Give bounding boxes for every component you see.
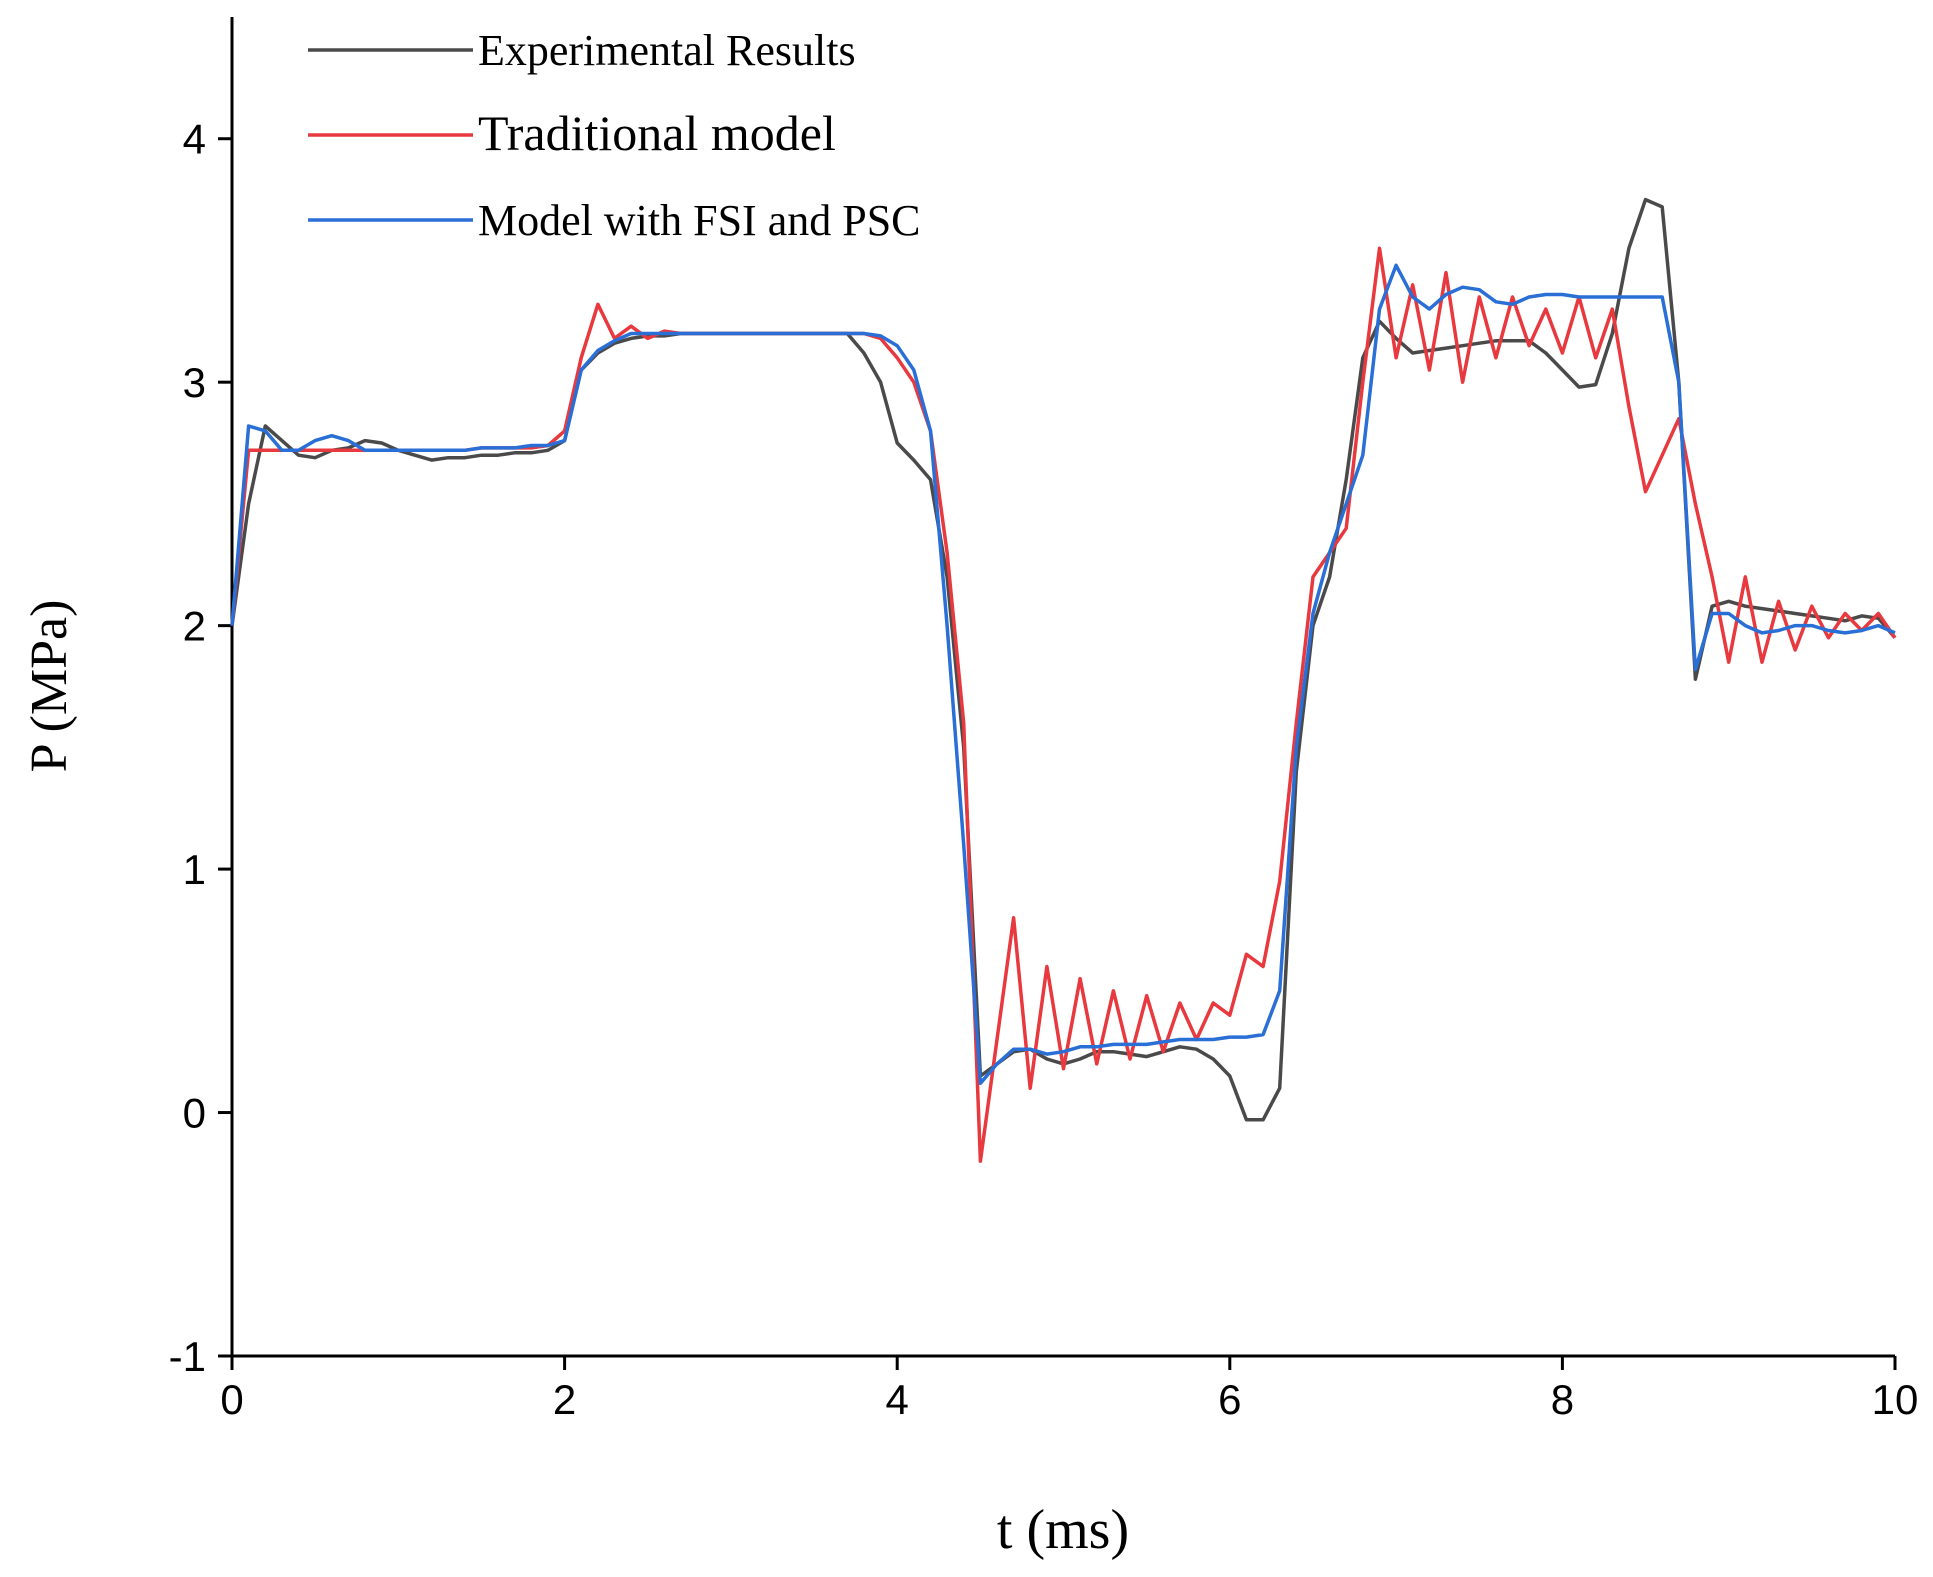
y-tick-label: 4 <box>183 116 206 163</box>
x-axis-label: t (ms) <box>997 1499 1129 1561</box>
y-tick-label: 2 <box>183 603 206 650</box>
y-axis-label: P (MPa) <box>21 600 78 773</box>
y-tick-label: 0 <box>183 1090 206 1137</box>
x-tick-label: 10 <box>1872 1376 1919 1423</box>
legend-label: Experimental Results <box>478 26 856 75</box>
x-tick-label: 4 <box>886 1376 909 1423</box>
series-line <box>230 246 1897 1163</box>
x-tick-label: 0 <box>220 1376 243 1423</box>
legend-label: Traditional model <box>478 105 836 161</box>
x-tick-label: 8 <box>1551 1376 1574 1423</box>
y-tick-label: -1 <box>169 1333 206 1380</box>
series-line <box>230 197 1897 1122</box>
series-line <box>230 263 1896 1086</box>
legend-label: Model with FSI and PSC <box>478 196 921 245</box>
y-tick-label: 1 <box>183 846 206 893</box>
x-tick-label: 2 <box>553 1376 576 1423</box>
x-tick-label: 6 <box>1218 1376 1241 1423</box>
y-tick-label: 3 <box>183 359 206 406</box>
